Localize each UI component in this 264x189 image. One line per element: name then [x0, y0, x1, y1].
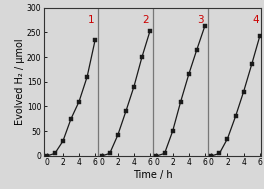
Text: 3: 3 [197, 15, 204, 25]
Y-axis label: Evolved H₂ / μmol: Evolved H₂ / μmol [16, 38, 25, 125]
Text: 4: 4 [252, 15, 259, 25]
Text: 1: 1 [88, 15, 95, 25]
X-axis label: Time / h: Time / h [133, 170, 172, 180]
Text: 2: 2 [143, 15, 149, 25]
